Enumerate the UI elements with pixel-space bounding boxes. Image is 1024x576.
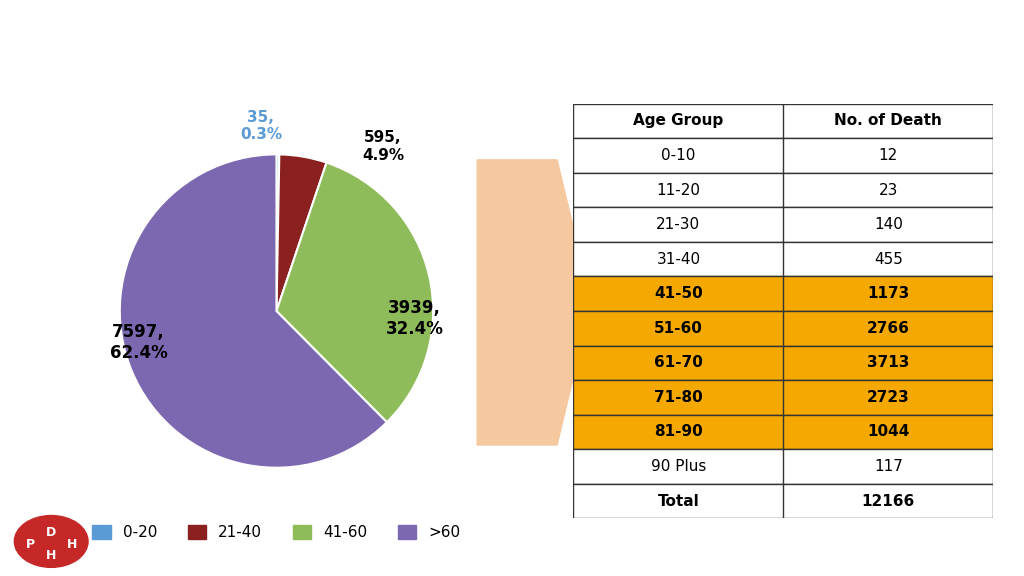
Polygon shape bbox=[477, 160, 592, 445]
Bar bbox=[573, 449, 993, 484]
Text: 2766: 2766 bbox=[867, 321, 909, 336]
Text: Total: Total bbox=[657, 494, 699, 509]
Bar bbox=[573, 415, 993, 449]
Text: 117: 117 bbox=[873, 459, 903, 474]
Bar bbox=[573, 173, 993, 207]
Text: 1044: 1044 bbox=[867, 425, 909, 439]
Text: 3713: 3713 bbox=[867, 355, 909, 370]
Text: 140: 140 bbox=[873, 217, 903, 232]
Text: 61-70: 61-70 bbox=[654, 355, 702, 370]
Text: H: H bbox=[67, 538, 77, 551]
Wedge shape bbox=[120, 154, 387, 468]
Bar bbox=[573, 484, 993, 518]
Text: 31-40: 31-40 bbox=[656, 252, 700, 267]
Text: 7597,
62.4%: 7597, 62.4% bbox=[110, 323, 168, 362]
Bar bbox=[573, 311, 993, 346]
Bar bbox=[573, 138, 993, 173]
Circle shape bbox=[14, 516, 88, 567]
Text: H: H bbox=[46, 550, 56, 562]
Text: No. of Death: No. of Death bbox=[835, 113, 942, 128]
Legend: 0-20, 21-40, 41-60, >60: 0-20, 21-40, 41-60, >60 bbox=[86, 519, 467, 546]
Text: Age Group: Age Group bbox=[633, 113, 724, 128]
Text: TAMIL NADU - AGE SPECIFIC COVID DEATHS (n=12166): TAMIL NADU - AGE SPECIFIC COVID DEATHS (… bbox=[128, 69, 896, 93]
Bar bbox=[573, 380, 993, 415]
Text: 2723: 2723 bbox=[867, 390, 909, 405]
Text: 71-80: 71-80 bbox=[654, 390, 702, 405]
Text: 3939,
32.4%: 3939, 32.4% bbox=[385, 300, 443, 338]
Bar bbox=[573, 207, 993, 242]
Text: 0-10: 0-10 bbox=[662, 148, 695, 163]
Text: 11-20: 11-20 bbox=[656, 183, 700, 198]
Wedge shape bbox=[276, 154, 280, 311]
Text: 1173: 1173 bbox=[867, 286, 909, 301]
Wedge shape bbox=[276, 154, 327, 311]
Bar bbox=[573, 104, 993, 138]
Text: 81-90: 81-90 bbox=[654, 425, 702, 439]
Bar bbox=[573, 276, 993, 311]
Text: 51-60: 51-60 bbox=[654, 321, 702, 336]
Text: 23: 23 bbox=[879, 183, 898, 198]
Text: 35,
0.3%: 35, 0.3% bbox=[240, 110, 282, 142]
Text: 21-30: 21-30 bbox=[656, 217, 700, 232]
Text: D: D bbox=[46, 526, 56, 539]
Text: 12: 12 bbox=[879, 148, 898, 163]
Bar bbox=[573, 242, 993, 276]
Bar bbox=[573, 346, 993, 380]
Text: 41-50: 41-50 bbox=[654, 286, 702, 301]
Text: 595,
4.9%: 595, 4.9% bbox=[361, 130, 404, 163]
Text: P: P bbox=[27, 538, 35, 551]
Text: 455: 455 bbox=[873, 252, 903, 267]
Wedge shape bbox=[276, 162, 433, 422]
Text: 12166: 12166 bbox=[861, 494, 915, 509]
Text: 90 Plus: 90 Plus bbox=[650, 459, 707, 474]
